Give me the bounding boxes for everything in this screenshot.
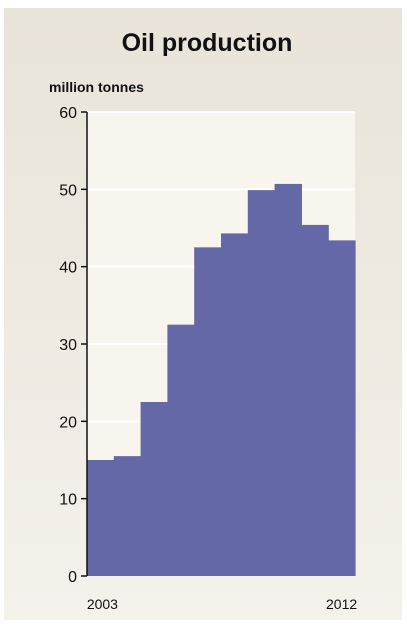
y-axis-unit-label: million tonnes xyxy=(49,79,144,95)
y-tick-label: 60 xyxy=(59,105,77,122)
x-tick-label: 2003 xyxy=(87,596,118,612)
bar-2008 xyxy=(221,233,249,576)
chart-panel: 0 10 20 30 40 50 60 2003 2012 Oil production mi… xyxy=(4,8,402,620)
bar-2006 xyxy=(167,324,195,576)
bar-2009 xyxy=(247,190,276,576)
y-tick-label: 40 xyxy=(59,260,77,277)
chart-title: Oil production xyxy=(122,29,293,57)
bar-2003 xyxy=(87,460,115,576)
bar-2005 xyxy=(140,402,168,576)
bar-2004 xyxy=(113,456,142,576)
x-tick-label: 2012 xyxy=(326,596,357,612)
bar-2007 xyxy=(194,247,222,577)
y-tick-label: 10 xyxy=(59,492,77,509)
bar-2011 xyxy=(301,224,329,576)
oil-production-chart: 0 10 20 30 40 50 60 2003 2012 Oil production mi… xyxy=(49,29,357,612)
bar-2012 xyxy=(328,240,356,576)
y-tick-label: 30 xyxy=(59,337,77,354)
y-tick-label: 20 xyxy=(59,414,77,431)
bar-2010 xyxy=(274,183,302,577)
y-tick-label: 0 xyxy=(68,569,77,586)
y-tick-label: 50 xyxy=(59,182,77,199)
